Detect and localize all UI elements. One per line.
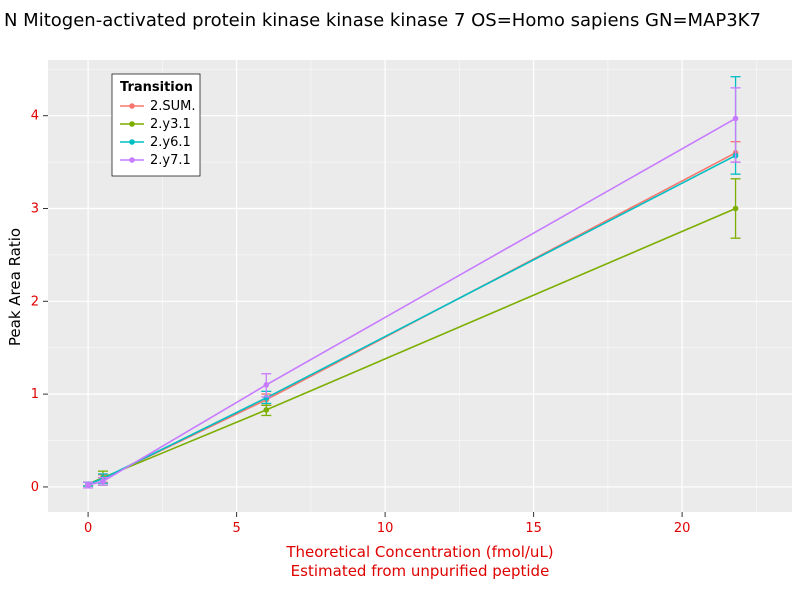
x-tick-label: 20 [674,521,691,536]
data-point [732,115,739,122]
x-tick-label: 0 [84,521,92,536]
series-line [87,154,736,485]
legend-title: Transition [120,80,193,95]
data-point [263,407,270,413]
y-tick-label: 1 [31,387,39,402]
legend-key-point [129,103,135,109]
legend-label: 2.y3.1 [150,117,191,132]
legend-entry: 2.y6.1 [120,135,191,150]
legend-label: 2.y7.1 [150,153,191,168]
legend-entry: 2.y7.1 [120,153,191,168]
legend-key-point [129,139,135,145]
legend-label: 2.SUM. [150,99,196,114]
legend-key-point [129,157,135,163]
legend-entry: 2.SUM. [120,99,196,114]
y-tick-label: 4 [31,109,39,124]
y-tick-label: 0 [31,480,39,495]
x-axis-subtitle: Estimated from unpurified peptide [291,562,550,580]
legend-label: 2.y6.1 [150,135,191,150]
legend-box [111,73,201,177]
chart-title: N Mitogen-activated protein kinase kinas… [4,10,761,31]
data-point [85,482,91,488]
x-tick-label: 10 [377,521,394,536]
data-point [732,205,739,212]
y-tick-label: 2 [31,294,39,309]
data-point [263,382,270,388]
y-axis-title: Peak Area Ratio [6,228,24,346]
x-tick-label: 5 [232,521,240,536]
data-point [100,478,106,485]
x-tick-label: 15 [525,521,542,536]
legend-entry: 2.y3.1 [120,117,191,132]
y-tick-label: 3 [31,202,39,217]
x-axis-title: Theoretical Concentration (fmol/uL) [285,543,553,561]
series-line [87,117,736,486]
legend-key-point [129,121,135,127]
